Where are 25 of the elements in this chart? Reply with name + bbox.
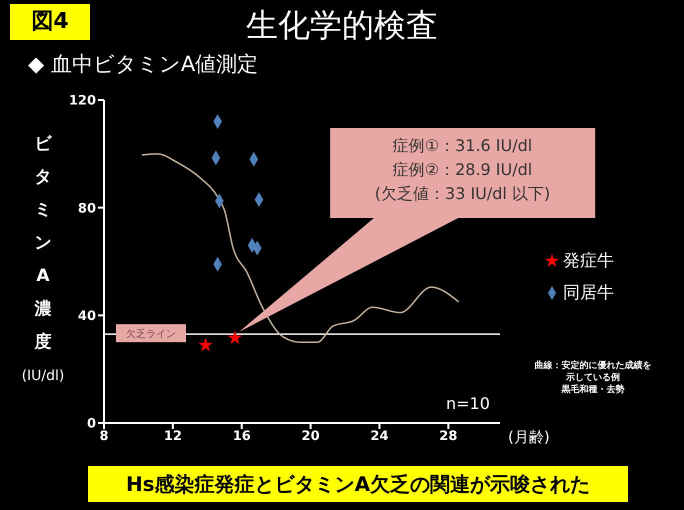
x-tick-label: 24 (370, 429, 389, 444)
x-tick-label: 20 (302, 429, 320, 444)
x-tick-label: 28 (439, 429, 458, 444)
x-tick-label: 12 (164, 429, 182, 444)
point (198, 338, 213, 352)
x-axis-title: (月齢) (508, 428, 550, 447)
x-tick-label: 8 (99, 429, 109, 444)
point (228, 330, 242, 344)
y-axis-title: ビタミンA濃度 (IU/dl) (20, 133, 66, 384)
annotation: n=10 (446, 394, 490, 413)
legend-label: 発症牛 (563, 251, 614, 271)
y-tick-label: 120 (68, 94, 96, 109)
y-tick-label: 40 (78, 308, 96, 324)
text: 黒毛和種・去勢 (560, 384, 626, 396)
chart-subtitle: ◆ 血中ビタミンA値測定 (28, 51, 258, 78)
x-tick-label: 16 (232, 429, 251, 444)
legend-label: 同居牛 (563, 283, 614, 303)
annotation: 症例①：31.6 IU/dl 症例②：28.9 IU/dl (欠乏値：33 IU/dl 以下) (330, 128, 595, 218)
text: 曲線：安定的に優れた成績を示している例 (534, 360, 652, 384)
text: Hs感染症発症とビタミンA欠乏の関連が示唆された (88, 466, 628, 502)
y-tick-label: 0 (86, 416, 96, 432)
ref-line-label: 欠乏ライン (126, 328, 176, 340)
caption: 図4 (10, 4, 90, 40)
chart-title: 生化学的検査 (246, 6, 438, 44)
y-tick-label: 80 (78, 201, 96, 216)
